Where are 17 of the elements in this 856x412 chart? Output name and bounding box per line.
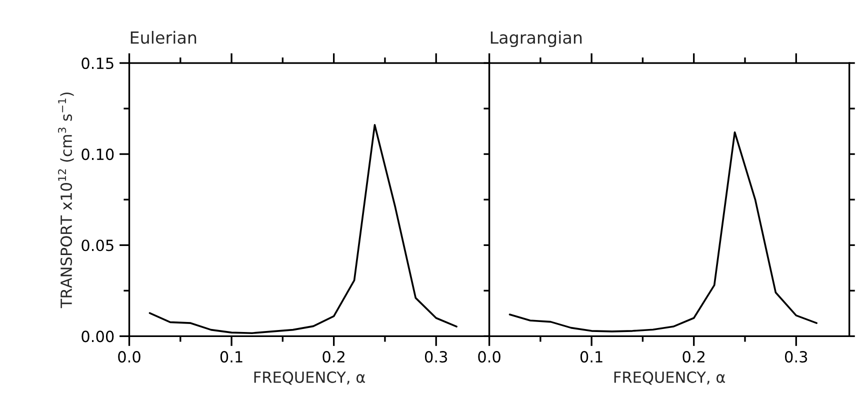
- x-axis-title: FREQUENCY, α: [614, 371, 726, 385]
- y-tick-label: 0.15: [82, 58, 114, 70]
- x-tick-label: 0.0: [478, 351, 500, 363]
- y-tick-label: 0.10: [82, 148, 114, 160]
- chart-title: Eulerian: [130, 30, 196, 44]
- y-axis-title: TRANSPORT x10$^{12}$ (cm$^{3}$ s$^{−1}$): [58, 92, 74, 308]
- x-tick-label: 0.2: [322, 351, 344, 363]
- x-tick-label: 0.0: [118, 351, 140, 363]
- x-tick-label: 0.3: [784, 351, 808, 363]
- x-tick-label: 0.3: [424, 351, 448, 363]
- x-axis-title: FREQUENCY, α: [254, 371, 365, 385]
- y-tick-label: 0.05: [82, 240, 114, 252]
- y-tick-label: 0.00: [82, 330, 114, 342]
- x-tick-label: 0.1: [220, 351, 242, 363]
- x-tick-label: 0.2: [682, 351, 704, 363]
- chart-title: Lagrangian: [490, 30, 582, 48]
- x-tick-label: 0.1: [580, 351, 602, 363]
